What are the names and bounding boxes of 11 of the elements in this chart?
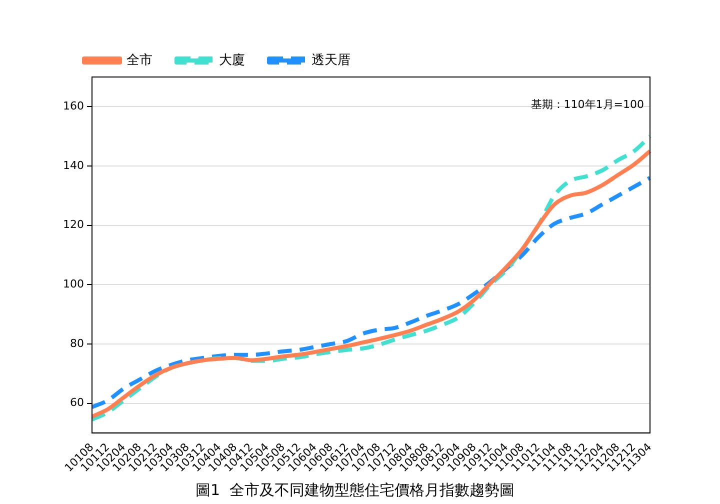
legend-label: 透天厝 (312, 52, 350, 68)
y-tick-label: 100 (62, 277, 84, 290)
legend-label: 全市 (126, 52, 152, 68)
y-tick-label: 60 (70, 396, 84, 410)
legend-label: 大廈 (219, 52, 245, 68)
annotation: 基期：110年1月=100 (530, 98, 644, 111)
y-tick-label: 80 (70, 336, 84, 350)
y-tick-label: 160 (62, 100, 84, 113)
text: 圖1 全市及不同建物型態住宅價格月指數趨勢圖 (195, 480, 515, 499)
y-tick-label: 140 (62, 158, 84, 172)
y-tick-label: 120 (62, 218, 84, 232)
